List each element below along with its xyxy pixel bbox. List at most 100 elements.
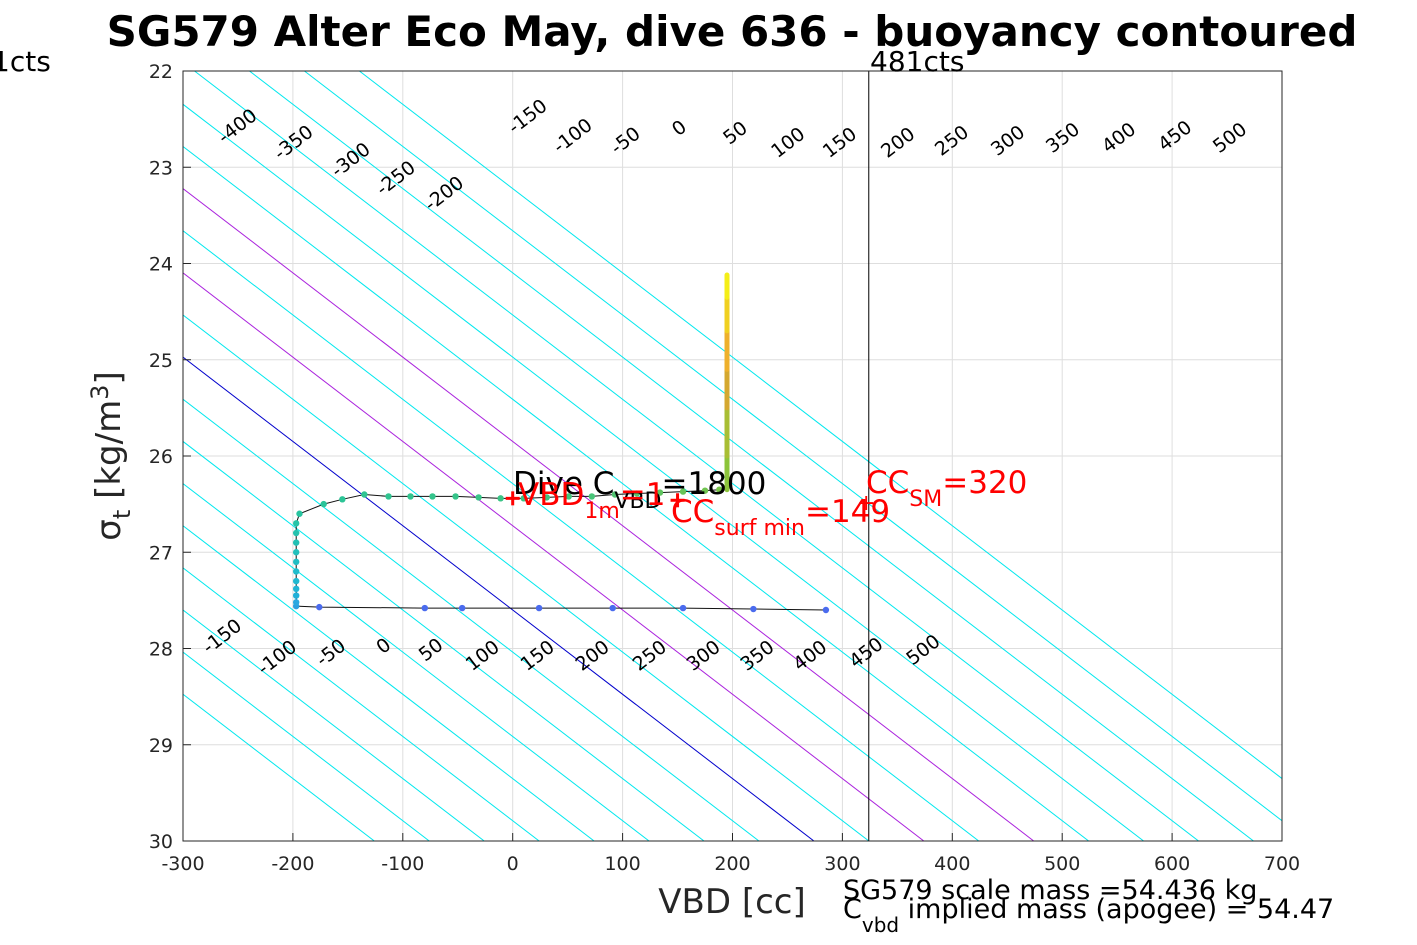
y-tick-label: 23: [149, 157, 173, 179]
buoyancy-contours: [183, 71, 1282, 841]
vbd-1m-annotation: VBD1m=1: [518, 477, 666, 524]
contour-line: [183, 567, 540, 841]
dive-track-point: [497, 495, 504, 502]
cc-sm-value: =320: [942, 465, 1027, 501]
dive-track-point: [320, 500, 327, 508]
contour-line: [183, 272, 925, 841]
dive-track-point: [316, 603, 323, 611]
left-edge-cts-label: 1cts: [0, 45, 51, 78]
contour-line: [183, 482, 650, 841]
dive-track-point: [633, 490, 641, 497]
contour-line: [183, 609, 485, 841]
vbd-1m-sub: 1m: [584, 499, 619, 524]
contour-line: [183, 145, 1089, 841]
dive-track-point: [520, 495, 527, 502]
dive-track-point: [611, 491, 619, 498]
dive-track-point: [292, 520, 300, 527]
dive-track-point: [292, 568, 300, 575]
dive-track-point: [609, 604, 616, 612]
dive-track-point: [292, 539, 300, 546]
dive-track-point: [701, 487, 709, 494]
dive-track-point: [588, 493, 596, 500]
y-axis-unit: [kg/m: [89, 400, 129, 510]
implied-sub: vbd: [862, 913, 899, 937]
contour-line: [359, 71, 1282, 780]
dive-track-point: [679, 604, 687, 612]
dive-c-value: =1800: [662, 466, 767, 502]
dive-track-point: [679, 488, 687, 495]
contour-line: [194, 71, 1199, 841]
dive-track-point: [385, 493, 392, 500]
contour-line: [183, 314, 870, 841]
dive-track-point: [656, 489, 664, 496]
y-axis-sub: t: [108, 510, 136, 519]
y-tick-label: 29: [149, 735, 173, 757]
dive-track-point: [565, 493, 572, 500]
contour-line: [183, 356, 815, 841]
cc-surf-sub: surf min: [714, 516, 805, 541]
x-tick-label: -100: [381, 853, 424, 875]
dive-track-point: [543, 494, 550, 501]
contour-line: [304, 71, 1282, 822]
y-ticks: 22 23 24 25 26 27 28 29 30: [149, 61, 191, 853]
contour-line: [183, 103, 1144, 841]
implied-mass-text: Cvbd implied mass (apogee) = 54.47: [843, 894, 1334, 937]
y-tick-label: 30: [149, 831, 173, 853]
dive-track-point: [292, 592, 300, 599]
contour-line: [183, 230, 980, 841]
implied-main: C: [843, 894, 862, 925]
x-tick-label: 400: [934, 853, 970, 875]
dive-track-point: [339, 496, 346, 503]
y-tick-label: 28: [149, 639, 173, 661]
implied-text: implied mass (apogee) = 54.47: [899, 894, 1334, 925]
contour-line: [183, 398, 760, 841]
cc-sm-plus: +: [857, 491, 875, 516]
dive-track-point: [407, 493, 414, 500]
y-tick-label: 22: [149, 61, 173, 83]
contour-line: [249, 71, 1254, 841]
chart-title: SG579 Alter Eco May, dive 636 - buoyancy…: [107, 7, 1358, 56]
dive-track-point: [750, 605, 757, 613]
x-tick-label: 100: [604, 853, 640, 875]
y-tick-label: 25: [149, 350, 173, 372]
x-tick-label: 300: [824, 853, 860, 875]
scale-mass-text: SG579 scale mass =54.436 kg: [843, 875, 1257, 906]
cc-sm-sub: SM: [909, 487, 942, 512]
dive-track-point: [421, 604, 428, 612]
vbd-1m-value: =1: [620, 477, 666, 513]
dive-track-point: [458, 604, 466, 612]
dive-track-point: [292, 529, 300, 537]
contour-line: [183, 693, 375, 841]
cc-surf-main: CC: [671, 494, 714, 530]
vline-cts-label: 481cts: [870, 45, 964, 78]
dive-track-point: [296, 510, 303, 517]
x-ticks: -300 -200 -100 0 100 200 300 400 500 600 700: [161, 833, 1300, 875]
contour-line: [183, 651, 430, 841]
x-tick-label: -200: [271, 853, 314, 875]
y-tick-label: 24: [149, 254, 173, 276]
markers: [505, 491, 685, 508]
svg-text:σt [kg/m3]: σt [kg/m3]: [86, 371, 136, 540]
y-tick-label: 26: [149, 446, 173, 468]
grid-lines: [183, 71, 1282, 841]
cc-sm-main: CC: [866, 465, 909, 501]
dive-track-point: [716, 486, 723, 493]
contour-line: [183, 440, 705, 841]
y-axis-close: ]: [89, 371, 129, 384]
x-tick-label: 0: [507, 853, 519, 875]
dive-c-vbd-annotation: Dive CVBD=1800: [513, 466, 766, 514]
contour-line: [183, 525, 595, 841]
dive-track-point: [361, 491, 368, 498]
x-tick-label: 600: [1154, 853, 1190, 875]
dive-track-point: [475, 494, 482, 501]
y-tick-label: 27: [149, 542, 173, 564]
y-axis-label: σt [kg/m3]: [86, 371, 136, 540]
x-tick-label: 200: [714, 853, 750, 875]
x-tick-label: -300: [161, 853, 204, 875]
y-axis-exp: 3: [86, 385, 114, 400]
dive-c-sub: VBD: [614, 489, 661, 514]
cc-surf-min-annotation: CCsurf min=149: [671, 494, 890, 541]
dive-track-point: [292, 558, 300, 566]
dive-track-point: [429, 493, 436, 500]
